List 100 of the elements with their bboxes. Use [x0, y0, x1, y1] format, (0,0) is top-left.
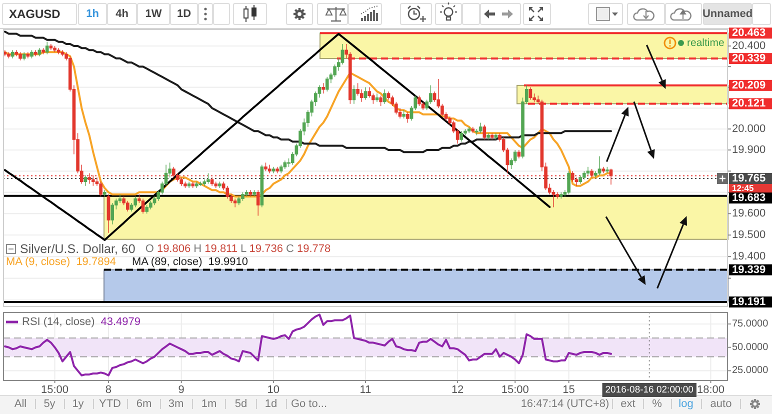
annotation: realtime: [687, 37, 725, 49]
candlestick: [582, 170, 586, 180]
y-tick-label: 19.400: [732, 250, 766, 263]
candlestick: [322, 82, 325, 94]
x-tick-label: 18:00: [696, 384, 725, 396]
candlestick: [7, 52, 10, 59]
x-tick-label: 8: [105, 384, 112, 396]
y-tick-label: 19.600: [732, 208, 766, 220]
candlestick: [149, 200, 152, 210]
candlestick: [383, 89, 386, 104]
annotation: 43.4979: [100, 316, 141, 328]
candlestick: [191, 181, 195, 188]
candlestick: [517, 150, 521, 159]
candlestick: [567, 170, 570, 195]
candlestick: [256, 190, 260, 216]
text: XAGUSD: [9, 7, 61, 21]
text: YTD: [99, 398, 122, 410]
candlestick: [134, 196, 137, 208]
text: All: [14, 398, 27, 410]
y-tick-label: 20.400: [732, 40, 766, 52]
candlestick: [195, 181, 198, 188]
x-tick-label: 15:00: [41, 384, 69, 396]
ref-line-label: 20.209: [732, 79, 766, 92]
candlestick: [264, 162, 268, 172]
text: 4h: [116, 8, 129, 20]
x-tick-label: 2016-08-16 02:00:00: [605, 384, 694, 396]
ref-line-label: 19.191: [732, 296, 766, 308]
candlestick: [22, 52, 26, 61]
text: 5d: [234, 398, 248, 410]
candlestick: [84, 174, 88, 186]
candlestick: [145, 204, 149, 214]
candlestick: [598, 156, 602, 176]
candlestick: [187, 181, 191, 188]
candlestick: [42, 48, 45, 55]
candlestick: [418, 95, 421, 106]
candlestick: [99, 181, 102, 197]
x-tick-label: 9: [178, 384, 184, 396]
legend-label: RSI (14, close): [22, 316, 95, 328]
y-tick-label: 50.0000: [732, 342, 769, 353]
text: 5y: [44, 398, 56, 410]
x-tick-label: 12: [451, 384, 464, 396]
candlestick: [578, 174, 582, 184]
ref-line-label: 20.121: [732, 98, 766, 110]
candlestick: [206, 172, 210, 184]
line-series: [4, 30, 612, 154]
candlestick: [141, 198, 145, 214]
candlestick: [248, 190, 252, 197]
text: %: [652, 398, 662, 410]
candlestick: [406, 112, 410, 124]
text: 1W: [145, 8, 162, 20]
candlestick: [460, 130, 464, 142]
candlestick: [218, 181, 222, 188]
candlestick: [364, 86, 368, 100]
candlestick: [126, 200, 130, 212]
candlestick: [244, 190, 248, 197]
text: 12:45: [732, 183, 754, 194]
candlestick: [471, 126, 475, 134]
candlestick: [375, 93, 379, 102]
text: 1y: [72, 398, 84, 410]
candlestick: [198, 181, 202, 186]
candlestick: [586, 166, 590, 176]
text: 1m: [201, 398, 217, 410]
text: 6m: [136, 398, 152, 410]
ref-line-label: 19.683: [732, 192, 766, 204]
candlestick: [45, 42, 49, 55]
candlestick: [494, 132, 498, 140]
text: ext: [620, 398, 636, 410]
candlestick: [49, 44, 53, 50]
y-tick-label: 19.900: [732, 144, 766, 156]
candlestick: [110, 202, 114, 225]
text: 16:47:14 (UTC+8): [520, 398, 610, 410]
text: MA (89, close): [132, 256, 202, 268]
candlestick: [260, 164, 264, 208]
text: 1d: [264, 398, 278, 410]
candlestick: [478, 122, 482, 134]
candlestick: [30, 50, 34, 59]
text: 1h: [86, 8, 100, 20]
candlestick: [490, 132, 494, 140]
candlestick: [272, 166, 276, 174]
candlestick: [53, 46, 56, 53]
candlestick: [467, 126, 471, 134]
ref-line-label: 20.463: [732, 27, 766, 40]
line-series: [4, 51, 612, 198]
x-tick-label: 11: [360, 384, 372, 396]
y-tick-label: 75.0000: [732, 318, 769, 330]
y-tick-label: 25.0000: [732, 365, 769, 376]
candlestick: [10, 50, 14, 59]
candlestick: [402, 110, 406, 119]
candlestick: [180, 177, 184, 186]
annotation: 19.7894: [76, 256, 116, 268]
candlestick: [279, 164, 283, 174]
candlestick: [252, 190, 256, 197]
candlestick: [60, 50, 64, 57]
candlestick: [214, 181, 218, 188]
candlestick: [241, 192, 244, 202]
candlestick: [268, 164, 272, 174]
text: 1D: [176, 8, 192, 20]
candlestick: [38, 48, 42, 57]
candlestick: [14, 50, 18, 57]
ref-line-label: 20.339: [732, 52, 766, 65]
